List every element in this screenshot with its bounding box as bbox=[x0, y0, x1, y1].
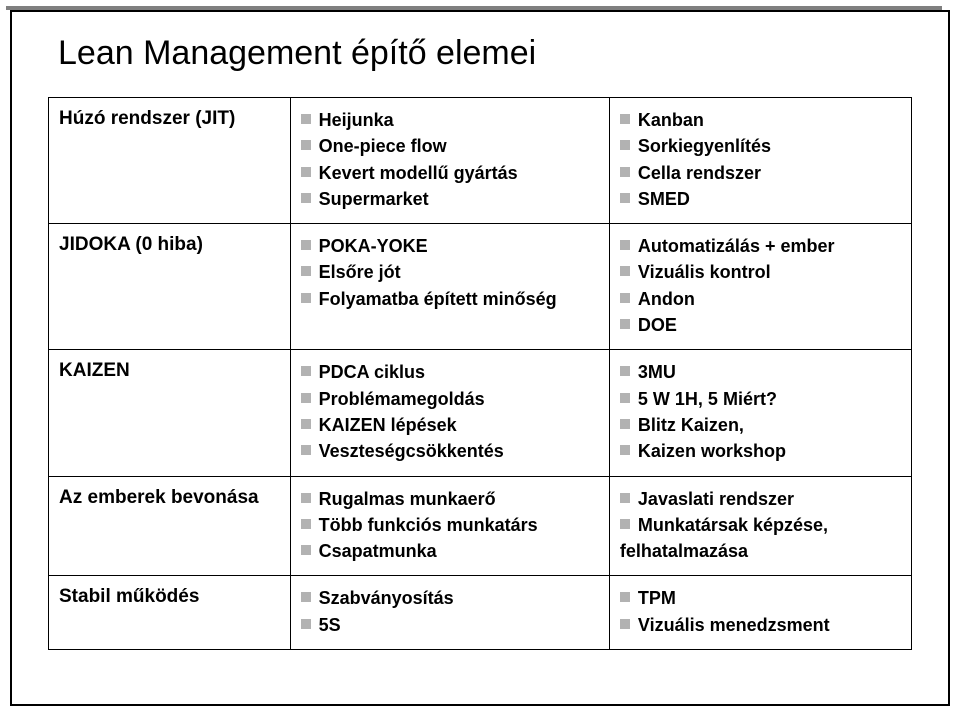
item-list: HeijunkaOne-piece flow Kevert modellű gyá… bbox=[301, 108, 599, 211]
cell-col2: PDCA ciklus ProblémamegoldásKAIZEN lépése… bbox=[290, 350, 609, 476]
content-table: Húzó rendszer (JIT)HeijunkaOne-piece flo… bbox=[48, 97, 912, 650]
item-list: Automatizálás + emberVizuális kontrol And… bbox=[620, 234, 901, 337]
list-item: Cella rendszer bbox=[620, 161, 901, 185]
table-row: Az emberek bevonásaRugalmas munkaerőTöbb… bbox=[49, 476, 912, 576]
cell-col2: POKA-YOKEElsőre jót Folyamatba épített mi… bbox=[290, 224, 609, 350]
list-item: SMED bbox=[620, 187, 901, 211]
list-item: Problémamegoldás bbox=[301, 387, 599, 411]
list-item: Csapatmunka bbox=[301, 539, 599, 563]
slide-frame: Lean Management építő elemei Húzó rendsz… bbox=[10, 10, 950, 706]
cell-col2: HeijunkaOne-piece flow Kevert modellű gyá… bbox=[290, 98, 609, 224]
cell-col3: TPM Vizuális menedzsment bbox=[609, 576, 911, 650]
content-table-wrap: Húzó rendszer (JIT)HeijunkaOne-piece flo… bbox=[12, 73, 948, 650]
list-item-continuation: felhatalmazása bbox=[620, 539, 901, 563]
cell-col2: Rugalmas munkaerőTöbb funkciós munkatárs… bbox=[290, 476, 609, 576]
cell-col3: 3MU 5 W 1H, 5 Miért?Blitz Kaizen,Kaizen w… bbox=[609, 350, 911, 476]
row-label: JIDOKA (0 hiba) bbox=[49, 224, 291, 350]
list-item: DOE bbox=[620, 313, 901, 337]
list-item: Sorkiegyenlítés bbox=[620, 134, 901, 158]
list-item: Vizuális menedzsment bbox=[620, 613, 901, 637]
cell-col3: Automatizálás + emberVizuális kontrol And… bbox=[609, 224, 911, 350]
table-row: KAIZEN PDCA ciklus ProblémamegoldásKAIZEN … bbox=[49, 350, 912, 476]
item-list: Rugalmas munkaerőTöbb funkciós munkatárs… bbox=[301, 487, 599, 564]
list-item: Automatizálás + ember bbox=[620, 234, 901, 258]
cell-col3: KanbanSorkiegyenlítés Cella rendszerSMED bbox=[609, 98, 911, 224]
cell-col2: Szabványosítás 5S bbox=[290, 576, 609, 650]
list-item: KAIZEN lépések bbox=[301, 413, 599, 437]
row-label: KAIZEN bbox=[49, 350, 291, 476]
item-list: KanbanSorkiegyenlítés Cella rendszerSMED bbox=[620, 108, 901, 211]
list-item: TPM bbox=[620, 586, 901, 610]
list-item: Kaizen workshop bbox=[620, 439, 901, 463]
item-list: POKA-YOKEElsőre jót Folyamatba épített mi… bbox=[301, 234, 599, 311]
list-item: Munkatársak képzése, bbox=[620, 513, 901, 537]
list-item: Andon bbox=[620, 287, 901, 311]
list-item: PDCA ciklus bbox=[301, 360, 599, 384]
item-list: TPM Vizuális menedzsment bbox=[620, 586, 901, 637]
item-list: PDCA ciklus ProblémamegoldásKAIZEN lépése… bbox=[301, 360, 599, 463]
item-list: Javaslati rendszerMunkatársak képzése, bbox=[620, 487, 901, 538]
list-item: Kanban bbox=[620, 108, 901, 132]
list-item: Blitz Kaizen, bbox=[620, 413, 901, 437]
list-item: One-piece flow bbox=[301, 134, 599, 158]
table-row: Stabil működés Szabványosítás 5S TPM Vizuáli… bbox=[49, 576, 912, 650]
item-list: Szabványosítás 5S bbox=[301, 586, 599, 637]
list-item: Kevert modellű gyártás bbox=[301, 161, 599, 185]
list-item: Rugalmas munkaerő bbox=[301, 487, 599, 511]
cell-col3: Javaslati rendszerMunkatársak képzése,fe… bbox=[609, 476, 911, 576]
list-item: POKA-YOKE bbox=[301, 234, 599, 258]
slide-title: Lean Management építő elemei bbox=[12, 12, 948, 73]
list-item: Supermarket bbox=[301, 187, 599, 211]
list-item: Több funkciós munkatárs bbox=[301, 513, 599, 537]
list-item: 3MU bbox=[620, 360, 901, 384]
row-label: Stabil működés bbox=[49, 576, 291, 650]
item-list: 3MU 5 W 1H, 5 Miért?Blitz Kaizen,Kaizen w… bbox=[620, 360, 901, 463]
list-item: Veszteségcsökkentés bbox=[301, 439, 599, 463]
list-item: Heijunka bbox=[301, 108, 599, 132]
list-item: Elsőre jót bbox=[301, 260, 599, 284]
row-label: Húzó rendszer (JIT) bbox=[49, 98, 291, 224]
row-label: Az emberek bevonása bbox=[49, 476, 291, 576]
table-row: Húzó rendszer (JIT)HeijunkaOne-piece flo… bbox=[49, 98, 912, 224]
list-item: 5S bbox=[301, 613, 599, 637]
list-item: Vizuális kontrol bbox=[620, 260, 901, 284]
list-item: 5 W 1H, 5 Miért? bbox=[620, 387, 901, 411]
table-row: JIDOKA (0 hiba) POKA-YOKEElsőre jót Folyam… bbox=[49, 224, 912, 350]
list-item: Javaslati rendszer bbox=[620, 487, 901, 511]
list-item: Folyamatba épített minőség bbox=[301, 287, 599, 311]
list-item: Szabványosítás bbox=[301, 586, 599, 610]
